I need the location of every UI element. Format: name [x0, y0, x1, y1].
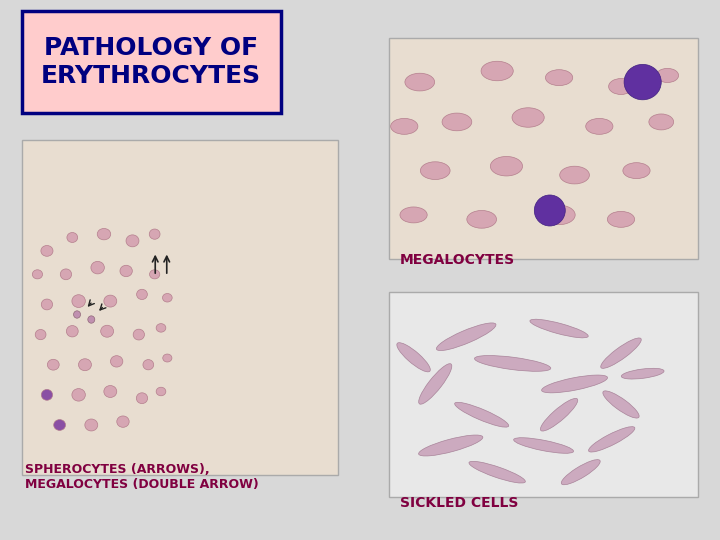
Ellipse shape: [120, 265, 132, 276]
Ellipse shape: [85, 419, 98, 431]
Ellipse shape: [603, 391, 639, 418]
Ellipse shape: [133, 329, 145, 340]
Ellipse shape: [467, 211, 497, 228]
Ellipse shape: [649, 114, 674, 130]
Ellipse shape: [541, 399, 577, 431]
Ellipse shape: [41, 246, 53, 256]
Ellipse shape: [156, 323, 166, 332]
Ellipse shape: [150, 270, 160, 279]
Ellipse shape: [97, 228, 111, 240]
Ellipse shape: [541, 375, 608, 393]
Ellipse shape: [110, 356, 123, 367]
Ellipse shape: [136, 393, 148, 403]
Text: SICKLED CELLS: SICKLED CELLS: [400, 496, 518, 510]
Ellipse shape: [156, 387, 166, 396]
Ellipse shape: [163, 354, 172, 362]
Ellipse shape: [101, 325, 114, 337]
Ellipse shape: [72, 295, 86, 307]
Ellipse shape: [608, 78, 634, 94]
Ellipse shape: [35, 329, 46, 340]
Ellipse shape: [60, 269, 71, 280]
FancyBboxPatch shape: [389, 292, 698, 497]
Ellipse shape: [513, 438, 574, 453]
Ellipse shape: [559, 166, 590, 184]
Ellipse shape: [391, 118, 418, 134]
Ellipse shape: [104, 386, 117, 397]
Ellipse shape: [88, 316, 95, 323]
Text: MEGALOCYTES: MEGALOCYTES: [400, 253, 515, 267]
Ellipse shape: [32, 270, 42, 279]
Ellipse shape: [48, 359, 59, 370]
Ellipse shape: [442, 113, 472, 131]
Ellipse shape: [126, 235, 139, 247]
Ellipse shape: [67, 233, 78, 242]
Ellipse shape: [418, 435, 483, 456]
FancyBboxPatch shape: [22, 11, 281, 113]
Ellipse shape: [436, 323, 496, 350]
Ellipse shape: [104, 295, 117, 307]
Ellipse shape: [623, 163, 650, 179]
Ellipse shape: [512, 108, 544, 127]
Text: SPHEROCYTES (ARROWS),
MEGALOCYTES (DOUBLE ARROW): SPHEROCYTES (ARROWS), MEGALOCYTES (DOUBL…: [25, 463, 259, 491]
Ellipse shape: [481, 61, 513, 81]
Ellipse shape: [474, 355, 551, 372]
Ellipse shape: [562, 460, 600, 485]
Ellipse shape: [91, 261, 104, 274]
Ellipse shape: [585, 118, 613, 134]
Ellipse shape: [418, 363, 452, 404]
Ellipse shape: [72, 389, 86, 401]
Ellipse shape: [546, 70, 572, 86]
FancyBboxPatch shape: [389, 38, 698, 259]
Ellipse shape: [397, 343, 431, 372]
Text: PATHOLOGY OF
ERYTHROCYTES: PATHOLOGY OF ERYTHROCYTES: [41, 36, 261, 88]
Ellipse shape: [588, 427, 635, 452]
Ellipse shape: [117, 416, 129, 427]
Ellipse shape: [624, 64, 661, 100]
Ellipse shape: [41, 389, 53, 400]
Ellipse shape: [469, 461, 526, 483]
Ellipse shape: [405, 73, 435, 91]
Ellipse shape: [149, 229, 160, 239]
Ellipse shape: [137, 289, 148, 300]
Ellipse shape: [543, 205, 575, 225]
Ellipse shape: [163, 293, 172, 302]
Ellipse shape: [530, 319, 588, 338]
Ellipse shape: [73, 311, 81, 318]
Ellipse shape: [454, 402, 509, 427]
Ellipse shape: [420, 162, 450, 179]
Ellipse shape: [54, 420, 66, 430]
Ellipse shape: [608, 211, 634, 227]
Ellipse shape: [66, 326, 78, 337]
Ellipse shape: [600, 338, 642, 368]
Ellipse shape: [621, 368, 664, 379]
Ellipse shape: [78, 359, 91, 370]
Ellipse shape: [534, 195, 565, 226]
Ellipse shape: [143, 360, 153, 370]
FancyBboxPatch shape: [22, 140, 338, 475]
Ellipse shape: [657, 69, 678, 83]
Ellipse shape: [41, 299, 53, 310]
Ellipse shape: [490, 157, 523, 176]
Ellipse shape: [400, 207, 427, 223]
